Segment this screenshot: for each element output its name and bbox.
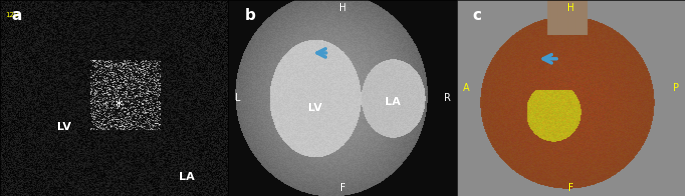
Text: H: H	[339, 3, 346, 13]
Text: LV: LV	[308, 103, 322, 113]
Text: a: a	[12, 8, 22, 23]
Text: H: H	[567, 3, 575, 13]
Text: P: P	[673, 83, 679, 93]
Text: 120: 120	[5, 12, 18, 18]
Text: b: b	[245, 8, 256, 23]
Text: c: c	[473, 8, 482, 23]
Text: R: R	[444, 93, 451, 103]
Text: F: F	[340, 183, 345, 193]
Text: L: L	[235, 93, 240, 103]
Text: *: *	[114, 98, 123, 116]
Text: LA: LA	[179, 172, 195, 182]
Text: LV: LV	[57, 122, 71, 132]
Text: F: F	[568, 183, 573, 193]
Text: A: A	[462, 83, 469, 93]
Text: LA: LA	[385, 97, 401, 107]
